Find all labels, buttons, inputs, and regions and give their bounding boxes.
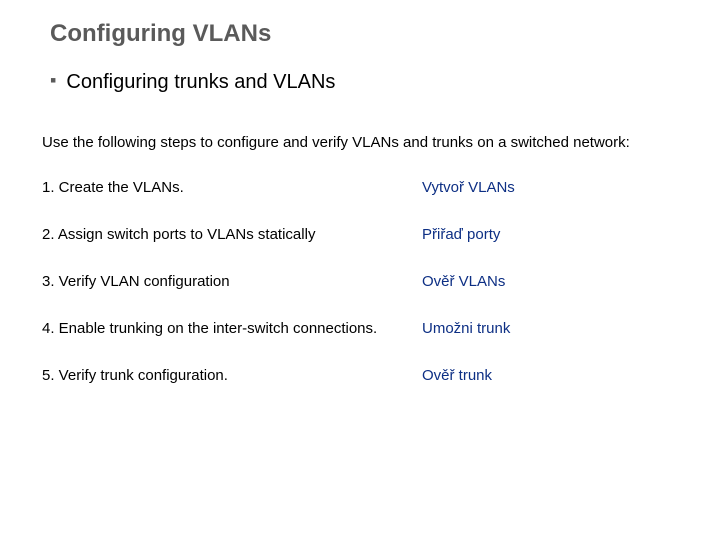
step-english: 5. Verify trunk configuration. xyxy=(42,367,422,384)
subtitle-row: ▪ Configuring trunks and VLANs xyxy=(50,70,670,94)
step-row: 5. Verify trunk configuration. Ověř trun… xyxy=(42,367,670,384)
step-translation: Ověř VLANs xyxy=(422,273,505,290)
slide-content: Configuring VLANs ▪ Configuring trunks a… xyxy=(0,0,720,434)
step-translation: Vytvoř VLANs xyxy=(422,179,515,196)
step-row: 4. Enable trunking on the inter-switch c… xyxy=(42,320,670,337)
step-translation: Ověř trunk xyxy=(422,367,492,384)
page-title: Configuring VLANs xyxy=(50,20,670,48)
step-row: 2. Assign switch ports to VLANs statical… xyxy=(42,226,670,243)
step-translation: Umožni trunk xyxy=(422,320,510,337)
step-translation: Přiřaď porty xyxy=(422,226,500,243)
intro-text: Use the following steps to configure and… xyxy=(42,134,670,151)
step-english: 2. Assign switch ports to VLANs statical… xyxy=(42,226,422,243)
step-row: 3. Verify VLAN configuration Ověř VLANs xyxy=(42,273,670,290)
step-english: 1. Create the VLANs. xyxy=(42,179,422,196)
step-english: 4. Enable trunking on the inter-switch c… xyxy=(42,320,422,337)
steps-list: 1. Create the VLANs. Vytvoř VLANs 2. Ass… xyxy=(42,179,670,384)
bullet-icon: ▪ xyxy=(50,70,56,92)
subtitle-text: Configuring trunks and VLANs xyxy=(66,70,335,94)
step-row: 1. Create the VLANs. Vytvoř VLANs xyxy=(42,179,670,196)
step-english: 3. Verify VLAN configuration xyxy=(42,273,422,290)
